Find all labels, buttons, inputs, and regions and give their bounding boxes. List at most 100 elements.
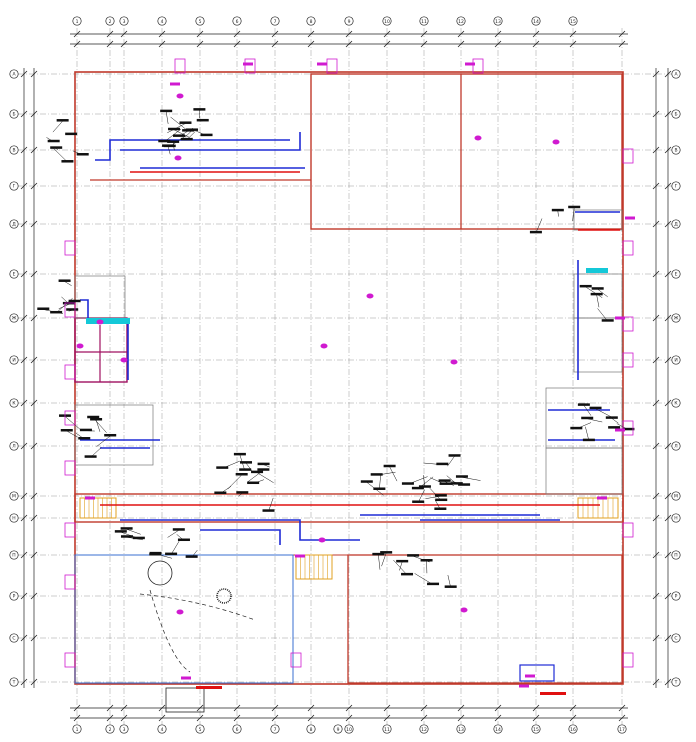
- dimension-tick: [532, 704, 540, 712]
- dimension-tick: [30, 592, 38, 600]
- tag-mark: [360, 480, 373, 483]
- tag-mark: [56, 119, 69, 122]
- window-mark: [244, 58, 256, 74]
- window-mark: [622, 240, 634, 256]
- tag-mark: [180, 137, 193, 141]
- room-tag: [170, 82, 180, 86]
- axis-bubble-bottom: [568, 724, 578, 734]
- dimension-tick: [569, 40, 577, 48]
- axis-label-bottom: 3: [123, 727, 126, 733]
- supply-pipe: [200, 529, 281, 545]
- dimension-tick: [20, 356, 28, 364]
- window-mark: [622, 420, 634, 436]
- dimension-tick: [20, 678, 28, 686]
- tag-mark: [165, 552, 178, 556]
- dimension-tick: [120, 30, 128, 38]
- tag-mark: [172, 134, 185, 137]
- room-number-marker: [120, 357, 128, 363]
- dimension-tick: [20, 399, 28, 407]
- leader-line: [399, 561, 403, 571]
- dimension-tick: [664, 110, 672, 118]
- tag-mark: [47, 139, 60, 143]
- axis-bubble-left: [9, 491, 19, 501]
- axis-bubble-top: [270, 16, 280, 26]
- axis-label-right: Д: [674, 222, 678, 228]
- room-tag: [317, 62, 327, 66]
- axis-label-bottom: 8: [310, 727, 313, 733]
- tag-mark: [458, 483, 471, 486]
- axis-label-bottom: 11: [384, 727, 390, 733]
- dimension-tick: [652, 220, 660, 228]
- dimension-tick: [158, 40, 166, 48]
- dimension-tick: [196, 704, 204, 712]
- tag-mark: [60, 428, 73, 432]
- axis-label-bottom: 16: [570, 727, 576, 733]
- leader-line: [170, 116, 189, 132]
- tag-mark: [214, 491, 227, 495]
- axis-bubble-top: [568, 16, 578, 26]
- room-number-marker: [176, 93, 184, 99]
- leader-line: [52, 147, 68, 163]
- dimension-tick: [664, 492, 672, 500]
- tag-mark: [582, 438, 595, 442]
- tag-mark: [120, 535, 133, 538]
- red-tag: [196, 686, 222, 689]
- axis-label-left: В: [12, 148, 15, 154]
- dimension-tick: [457, 40, 465, 48]
- room-tag: [181, 676, 191, 680]
- dimension-tick: [664, 356, 672, 364]
- tag-mark: [373, 487, 386, 490]
- tag-mark: [435, 498, 448, 502]
- dimension-tick: [664, 634, 672, 642]
- dimension-tick: [20, 442, 28, 450]
- axis-label-bottom: 6: [236, 727, 239, 733]
- supply-pipe: [95, 139, 290, 161]
- tag-mark: [58, 279, 71, 282]
- axis-label-top: 13: [495, 19, 501, 25]
- axis-label-right: И: [674, 358, 677, 364]
- red-tag: [540, 692, 566, 695]
- dimension-tick: [345, 704, 353, 712]
- tag-mark: [590, 292, 603, 296]
- leader-line: [447, 456, 455, 467]
- dimension-tick: [494, 30, 502, 38]
- dimension-tick: [20, 182, 28, 190]
- leader-line: [611, 418, 619, 424]
- dimension-tick: [30, 146, 38, 154]
- axis-bubble-left: [9, 677, 19, 687]
- leader-line: [64, 281, 72, 286]
- dimension-tick: [307, 714, 315, 722]
- tag-mark: [149, 553, 162, 556]
- dimension-tick: [30, 314, 38, 322]
- leader-line: [164, 128, 182, 142]
- axis-label-bottom: 12: [421, 727, 427, 733]
- tag-mark: [589, 406, 602, 410]
- axis-label-bottom: 2: [109, 727, 112, 733]
- axis-label-top: 9: [348, 19, 351, 25]
- leader-line: [95, 419, 101, 432]
- axis-bubble-bottom: [105, 724, 115, 734]
- axis-bubble-right: [671, 181, 681, 191]
- axis-bubble-left: [9, 145, 19, 155]
- dimension-tick: [420, 40, 428, 48]
- axis-label-bottom: 9: [337, 727, 340, 733]
- tag-mark: [76, 153, 89, 156]
- axis-label-left: Е: [13, 272, 16, 278]
- axis-label-right: Ж: [674, 316, 679, 322]
- axis-label-right: Б: [674, 112, 677, 118]
- right-wing-room: [573, 317, 623, 373]
- dimension-tick: [664, 442, 672, 450]
- tag-mark: [200, 133, 213, 137]
- axis-label-right: Н: [674, 516, 677, 522]
- dimension-tick: [30, 356, 38, 364]
- tag-mark: [262, 509, 275, 512]
- dimension-tick: [30, 270, 38, 278]
- axis-bubble-top: [493, 16, 503, 26]
- room-tag: [525, 674, 535, 678]
- axis-bubble-left: [9, 550, 19, 560]
- leader-line: [256, 472, 274, 483]
- window-mark: [326, 58, 338, 74]
- tag-mark: [247, 481, 260, 485]
- room-tag: [615, 316, 625, 320]
- dimension-tick: [494, 704, 502, 712]
